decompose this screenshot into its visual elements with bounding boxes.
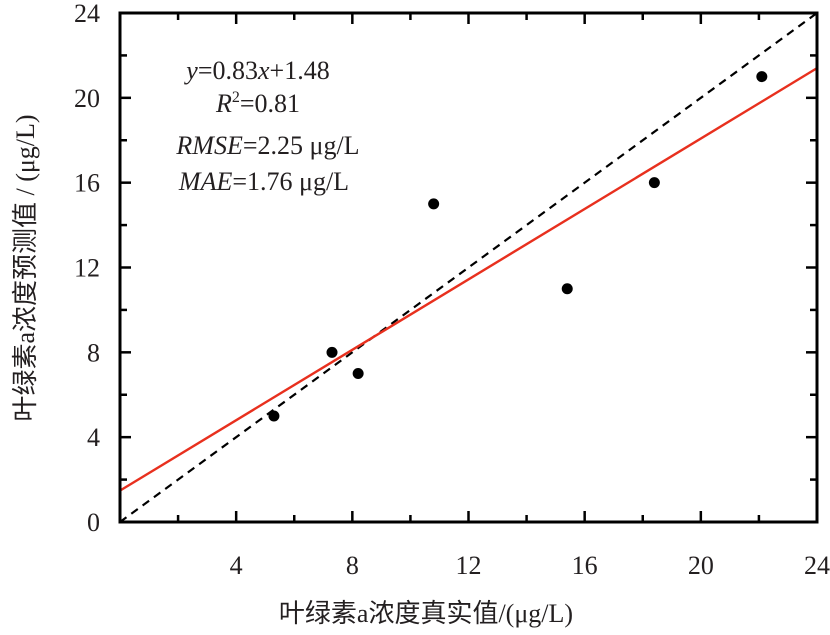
data-point: [268, 410, 280, 422]
data-point: [428, 198, 440, 210]
regression-line: [119, 67, 818, 492]
data-point: [561, 283, 573, 295]
y-tick-label: 8: [87, 338, 100, 367]
x-tick-label: 4: [230, 551, 243, 580]
x-tick-label: 16: [572, 551, 598, 580]
y-axis-title: 叶绿素a浓度预测值 / (μg/L): [11, 114, 40, 421]
y-tick-label: 24: [74, 0, 100, 28]
x-tick-label: 20: [688, 551, 714, 580]
y-tick-label: 16: [74, 169, 100, 198]
data-point: [756, 71, 768, 83]
y-tick-label: 4: [87, 423, 100, 452]
data-point: [648, 177, 660, 189]
y-tick-label: 0: [87, 508, 100, 537]
data-point: [326, 346, 338, 358]
data-point: [352, 368, 364, 380]
x-axis-title: 叶绿素a浓度真实值/(μg/L): [279, 599, 573, 628]
x-tick-label: 24: [804, 551, 830, 580]
annotation-mae: MAE=1.76 μg/L: [178, 167, 349, 196]
x-tick-label: 12: [456, 551, 482, 580]
x-tick-label: 8: [346, 551, 359, 580]
y-tick-label: 20: [74, 84, 100, 113]
annotation-equation: y=0.83x+1.48: [183, 56, 329, 85]
identity-line: [119, 12, 818, 523]
y-tick-label: 12: [74, 254, 100, 283]
annotation-rmse: RMSE=2.25 μg/L: [175, 131, 359, 160]
annotation-r2: R2=0.81: [215, 89, 300, 118]
